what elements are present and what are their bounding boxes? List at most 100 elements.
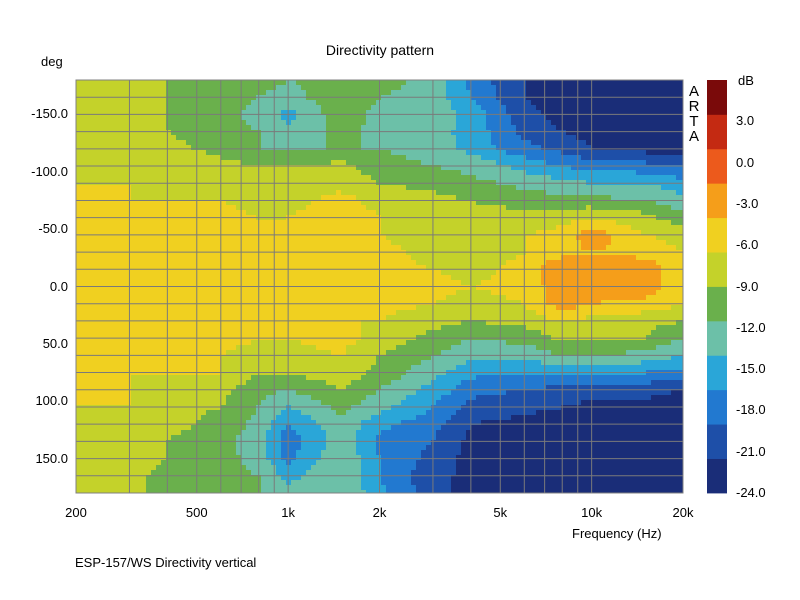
heatmap-cell — [631, 275, 637, 281]
heatmap-cell — [356, 230, 362, 236]
heatmap-cell — [656, 260, 662, 266]
heatmap-cell — [101, 150, 107, 156]
heatmap-cell — [646, 265, 652, 271]
heatmap-cell — [406, 230, 412, 236]
heatmap-cell — [376, 220, 382, 226]
heatmap-cell — [96, 240, 102, 246]
heatmap-cell — [206, 145, 212, 151]
heatmap-cell — [86, 245, 92, 251]
heatmap-cell — [541, 255, 547, 261]
heatmap-cell — [301, 185, 307, 191]
heatmap-cell — [301, 165, 307, 171]
heatmap-cell — [321, 175, 327, 181]
heatmap-cell — [271, 180, 277, 186]
heatmap-cell — [361, 275, 367, 281]
heatmap-cell — [111, 250, 117, 256]
heatmap-cell — [441, 175, 447, 181]
heatmap-cell — [681, 130, 684, 136]
heatmap-cell — [366, 125, 372, 131]
heatmap-cell — [526, 245, 532, 251]
heatmap-cell — [481, 275, 487, 281]
heatmap-cell — [546, 140, 552, 146]
heatmap-cell — [551, 115, 557, 121]
heatmap-cell — [631, 255, 637, 261]
heatmap-cell — [591, 185, 597, 191]
heatmap-cell — [91, 255, 97, 261]
heatmap-cell — [101, 245, 107, 251]
heatmap-cell — [601, 200, 607, 206]
heatmap-cell — [511, 220, 517, 226]
heatmap-cell — [126, 225, 132, 231]
heatmap-cell — [506, 150, 512, 156]
heatmap-cell — [191, 245, 197, 251]
heatmap-cell — [236, 175, 242, 181]
heatmap-cell — [286, 220, 292, 226]
heatmap-cell — [206, 210, 212, 216]
heatmap-cell — [681, 275, 684, 281]
heatmap-cell — [241, 255, 247, 261]
heatmap-cell — [491, 255, 497, 261]
heatmap-cell — [366, 255, 372, 261]
heatmap-cell — [531, 160, 537, 166]
heatmap-cell — [346, 250, 352, 256]
heatmap-cell — [216, 80, 222, 86]
heatmap-cell — [96, 80, 102, 86]
heatmap-cell — [601, 255, 607, 261]
heatmap-cell — [631, 220, 637, 226]
heatmap-cell — [596, 230, 602, 236]
heatmap-cell — [411, 110, 417, 116]
heatmap-cell — [286, 145, 292, 151]
heatmap-cell — [366, 135, 372, 141]
heatmap-cell — [391, 265, 397, 271]
heatmap-cell — [436, 240, 442, 246]
heatmap-cell — [141, 180, 147, 186]
heatmap-cell — [266, 125, 272, 131]
heatmap-cell — [601, 250, 607, 256]
heatmap-cell — [346, 145, 352, 151]
heatmap-cell — [636, 115, 642, 121]
heatmap-cell — [326, 135, 332, 141]
heatmap-cell — [566, 135, 572, 141]
heatmap-cell — [501, 105, 507, 111]
heatmap-cell — [491, 115, 497, 121]
heatmap-cell — [351, 220, 357, 226]
heatmap-cell — [531, 100, 537, 106]
heatmap-cell — [351, 190, 357, 196]
heatmap-cell — [406, 170, 412, 176]
heatmap-cell — [286, 240, 292, 246]
heatmap-cell — [151, 170, 157, 176]
heatmap-cell — [371, 175, 377, 181]
heatmap-cell — [621, 190, 627, 196]
heatmap-cell — [631, 135, 637, 141]
heatmap-cell — [191, 260, 197, 266]
heatmap-cell — [326, 225, 332, 231]
heatmap-cell — [291, 125, 297, 131]
heatmap-cell — [346, 180, 352, 186]
heatmap-cell — [476, 130, 482, 136]
heatmap-cell — [626, 130, 632, 136]
heatmap-cell — [461, 245, 467, 251]
heatmap-cell — [451, 170, 457, 176]
heatmap-cell — [191, 165, 197, 171]
heatmap-cell — [611, 270, 617, 276]
heatmap-cell — [541, 120, 547, 126]
heatmap-cell — [326, 270, 332, 276]
heatmap-cell — [676, 240, 682, 246]
heatmap-cell — [316, 100, 322, 106]
heatmap-cell — [411, 85, 417, 91]
heatmap-cell — [191, 230, 197, 236]
heatmap-cell — [456, 145, 462, 151]
heatmap-cell — [316, 250, 322, 256]
heatmap-cell — [461, 150, 467, 156]
heatmap-cell — [386, 135, 392, 141]
heatmap-cell — [451, 190, 457, 196]
heatmap-cell — [606, 100, 612, 106]
heatmap-cell — [541, 165, 547, 171]
heatmap-cell — [326, 255, 332, 261]
heatmap-cell — [471, 165, 477, 171]
heatmap-cell — [656, 145, 662, 151]
heatmap-cell — [101, 115, 107, 121]
heatmap-cell — [466, 260, 472, 266]
heatmap-cell — [261, 110, 267, 116]
heatmap-cell — [316, 125, 322, 131]
